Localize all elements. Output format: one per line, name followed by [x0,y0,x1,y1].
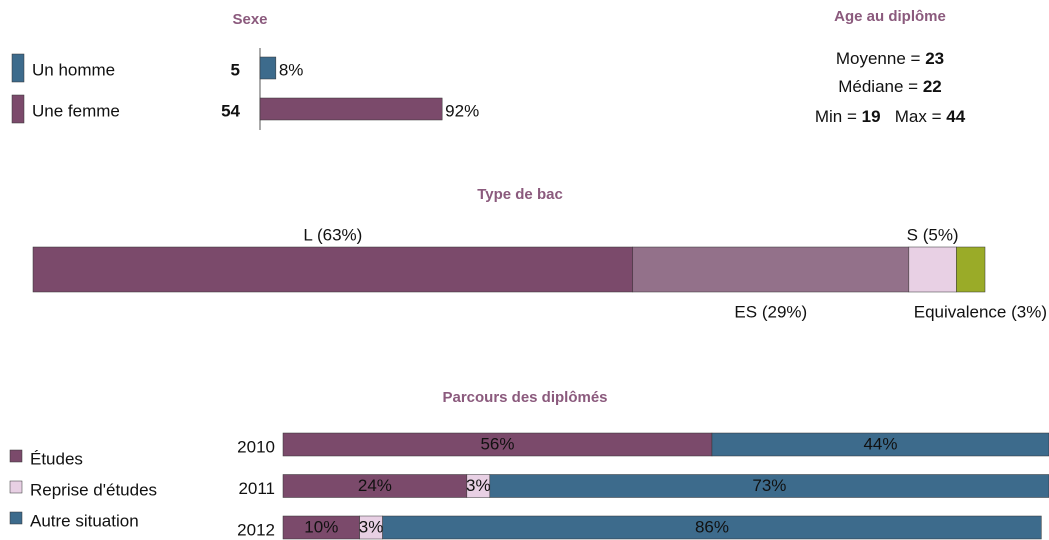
bar-segment [956,246,986,293]
age-line: Min = 19 Max = 44 [815,107,966,126]
age-sep: = [847,107,857,126]
age-label: Moyenne [836,49,906,68]
y-tick-label: 2012 [237,520,275,539]
bar [259,56,277,80]
age-sep: = [932,107,942,126]
count-label: 54 [221,101,240,120]
bar-segment [32,246,634,293]
legend-swatch [9,480,23,494]
segment-label: ES (29%) [734,302,807,321]
value-label: 24% [358,476,392,495]
legend-label: Autre situation [30,511,139,530]
value-label: 44% [863,434,897,453]
legend-label: Une femme [32,101,120,120]
value-label: 56% [480,434,514,453]
segment-label: L (63%) [303,225,362,244]
chart-title: Sexe [232,11,267,28]
value-label: 73% [752,476,786,495]
legend-label: Un homme [32,60,115,79]
legend-swatch [11,53,25,83]
y-tick-label: 2011 [238,479,275,498]
age-label: Max [895,107,928,126]
age-value: 22 [923,77,942,96]
value-label: 92% [445,101,479,120]
segment-label: S (5%) [907,225,959,244]
chart-title: Parcours des diplômés [442,389,607,406]
age-sep: = [911,49,921,68]
chart-title: Type de bac [477,186,563,203]
age-sep: = [908,77,918,96]
age-label: Min [815,107,842,126]
bar-segment [711,432,1049,457]
value-label: 3% [359,517,384,536]
legend-label: Études [30,449,83,468]
age-value: 19 [862,107,881,126]
age-value: 23 [925,49,944,68]
age-line: Médiane = 22 [838,77,942,96]
count-label: 5 [231,60,240,79]
bar-segment [632,246,910,293]
age-title: Age au diplôme [834,8,946,25]
y-tick-label: 2010 [237,437,275,456]
value-label: 86% [695,517,729,536]
value-label: 8% [279,60,304,79]
segment-label: Equivalence (3%) [914,302,1047,321]
bar-segment [382,515,1042,540]
legend-swatch [11,94,25,124]
legend-label: Reprise d'études [30,480,157,499]
age-line: Moyenne = 23 [836,49,944,68]
legend-swatch [9,511,23,525]
bar [259,97,443,121]
age-label: Médiane [838,77,903,96]
bar-segment [489,474,1049,498]
value-label: 3% [466,476,491,495]
age-value: 44 [946,107,965,126]
legend-swatch [9,449,23,463]
spacer [881,107,895,126]
bar-segment [908,246,957,293]
value-label: 10% [304,517,338,536]
